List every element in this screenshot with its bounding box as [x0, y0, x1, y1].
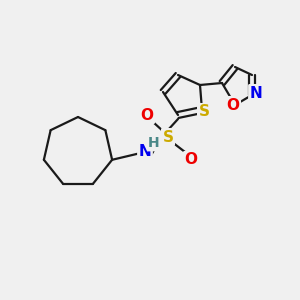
Text: S: S: [199, 104, 209, 119]
Text: H: H: [148, 136, 160, 150]
Text: S: S: [163, 130, 173, 145]
Text: O: O: [226, 98, 239, 112]
Text: N: N: [250, 85, 262, 100]
Text: O: O: [140, 107, 154, 122]
Text: N: N: [139, 145, 152, 160]
Text: O: O: [184, 152, 197, 167]
